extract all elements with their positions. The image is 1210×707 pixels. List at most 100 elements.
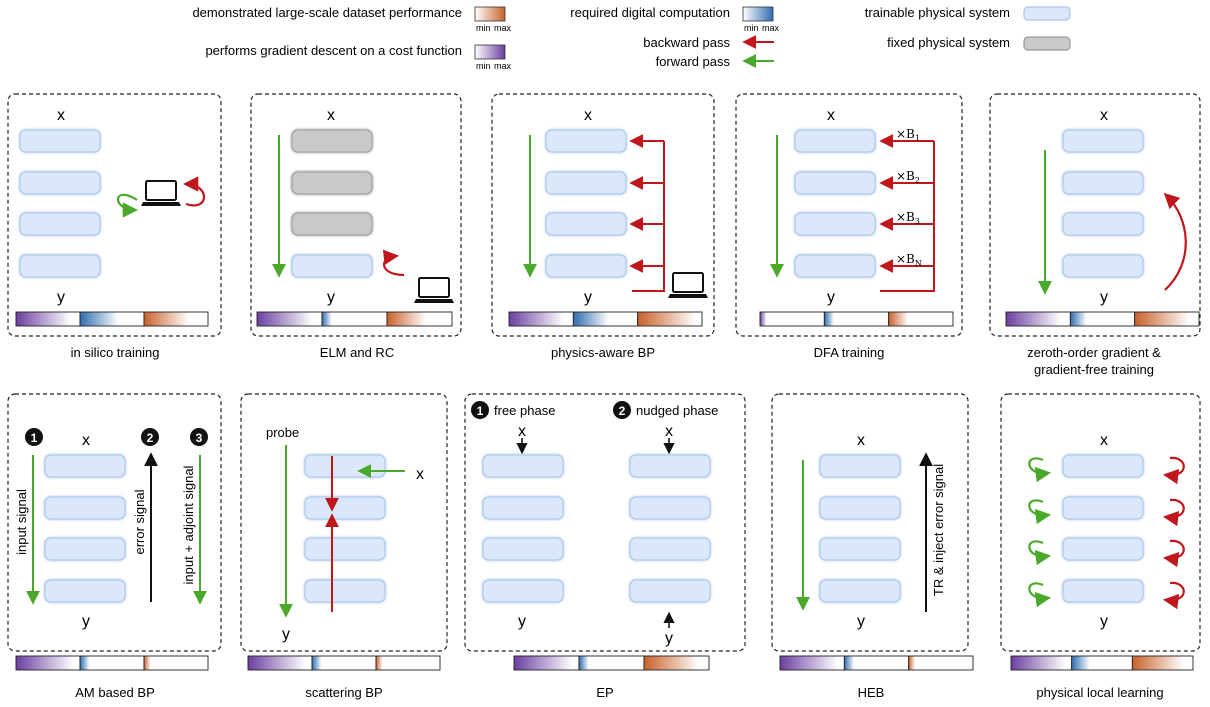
- trainable-physical-block: [482, 537, 564, 561]
- trainable-physical-block: [291, 254, 373, 278]
- trainable-physical-block: [819, 537, 901, 561]
- panel-frame: [1000, 393, 1201, 652]
- dfa-b1-label: ×B1: [896, 127, 920, 143]
- backward-loop-arrow: [182, 176, 205, 207]
- output-y-label: y: [327, 289, 335, 306]
- indicator-bar: [1005, 311, 1200, 327]
- trainable-physical-block: [545, 254, 627, 278]
- input-x-label: x: [57, 107, 65, 124]
- legend-gradient-descent: performs gradient descent on a cost func…: [205, 43, 462, 58]
- panel-frame: [7, 393, 222, 652]
- panel-frame: [464, 393, 746, 652]
- digital-computation-indicator: [1070, 312, 1087, 326]
- trainable-physical-block: [545, 171, 627, 195]
- digital-computation-indicator: [844, 656, 854, 670]
- trainable-physical-block: [629, 496, 711, 520]
- gradient-descent-indicator: [1011, 656, 1066, 670]
- legend-purple-swatch: [474, 44, 506, 60]
- trainable-physical-block: [19, 129, 101, 153]
- backward-loop-arrow: [382, 249, 405, 277]
- output-y-label: y: [857, 613, 865, 630]
- trainable-physical-block: [794, 129, 876, 153]
- step-1-badge: [25, 428, 43, 446]
- input-x-label: x: [665, 423, 673, 440]
- panel-frame: [240, 393, 448, 652]
- laptop-icon: [140, 180, 182, 207]
- panel-frame: [771, 393, 969, 652]
- step-2-number: 2: [147, 431, 154, 445]
- trainable-physical-block: [545, 212, 627, 236]
- forward-loop-arrow: [117, 193, 139, 218]
- dataset-performance-indicator: [908, 656, 916, 670]
- trainable-physical-block: [794, 171, 876, 195]
- input-x-label: x: [327, 107, 335, 124]
- legend-max: max: [494, 23, 512, 33]
- tr-inject-label: TR & inject error signal: [931, 464, 946, 596]
- legend-forward-pass: forward pass: [656, 54, 731, 69]
- trainable-physical-block: [819, 454, 901, 478]
- input-x-label: x: [1100, 107, 1108, 124]
- digital-computation-indicator: [312, 656, 322, 670]
- trainable-physical-block: [19, 212, 101, 236]
- digital-computation-indicator: [80, 656, 90, 670]
- output-y-label: y: [584, 289, 592, 306]
- trainable-physical-block: [1062, 579, 1144, 603]
- panel-caption: ELM and RC: [320, 345, 394, 360]
- legend-min: min: [476, 23, 491, 33]
- trainable-physical-block: [1062, 454, 1144, 478]
- local-backward-loop: [1162, 456, 1185, 485]
- trainable-physical-block: [1062, 496, 1144, 520]
- dataset-performance-indicator: [637, 312, 696, 326]
- panel-frame: [7, 93, 222, 337]
- nudged-y-label: y: [665, 630, 673, 647]
- trainable-physical-block: [44, 454, 126, 478]
- adjoint-signal-label: input + adjoint signal: [181, 465, 196, 584]
- legend-trainable-system: trainable physical system: [865, 5, 1010, 20]
- trainable-physical-block: [1062, 537, 1144, 561]
- trainable-physical-block: [44, 579, 126, 603]
- gradient-descent-indicator: [780, 656, 838, 670]
- step-1-badge: [471, 401, 489, 419]
- indicator-bar: [1010, 655, 1194, 671]
- trainable-physical-block: [1062, 254, 1144, 278]
- legend-fixed-swatch: [1023, 36, 1071, 51]
- indicator-bar: [15, 655, 209, 671]
- dataset-performance-indicator: [376, 656, 383, 670]
- gradient-descent-indicator: [514, 656, 573, 670]
- gradient-descent-indicator: [16, 656, 74, 670]
- panel-frame: [250, 93, 462, 337]
- dataset-performance-indicator: [644, 656, 700, 670]
- output-y-label: y: [1100, 613, 1108, 630]
- indicator-bar: [256, 311, 453, 327]
- step-3-number: 3: [196, 431, 203, 445]
- gradient-descent-indicator: [248, 656, 306, 670]
- legend-min: min: [744, 23, 759, 33]
- legend-orange-swatch: [474, 6, 506, 22]
- input-x-label: x: [518, 423, 526, 440]
- probe-label: probe: [266, 425, 299, 440]
- fixed-physical-block: [291, 129, 373, 153]
- legend-min: min: [476, 61, 491, 71]
- panel-caption: physics-aware BP: [551, 345, 655, 360]
- trainable-physical-block: [545, 129, 627, 153]
- step-1-number: 1: [31, 431, 38, 445]
- panel-frame: [989, 93, 1201, 337]
- gradient-descent-indicator: [257, 312, 313, 326]
- free-phase-label: free phase: [494, 403, 555, 418]
- step-2-badge: [141, 428, 159, 446]
- dfa-b3-label: ×B3: [896, 210, 920, 226]
- local-forward-loop: [1028, 582, 1052, 608]
- panel-am-details: x y 1 2 3 input signal error signal inpu…: [14, 428, 208, 630]
- output-y-label: y: [282, 626, 290, 643]
- legend-dataset-performance: demonstrated large-scale dataset perform…: [192, 5, 462, 20]
- panel-caption: physical local learning: [1036, 685, 1163, 700]
- input-x-label: x: [416, 466, 424, 483]
- panel-caption: DFA training: [814, 345, 885, 360]
- panel-dfa-details: x y ×B1 ×B2 ×B3 ×BN: [770, 107, 935, 306]
- digital-computation-indicator: [80, 312, 119, 326]
- output-y-label: y: [827, 289, 835, 306]
- trainable-physical-block: [1062, 129, 1144, 153]
- output-y-label: y: [82, 613, 90, 630]
- digital-computation-indicator: [573, 312, 609, 326]
